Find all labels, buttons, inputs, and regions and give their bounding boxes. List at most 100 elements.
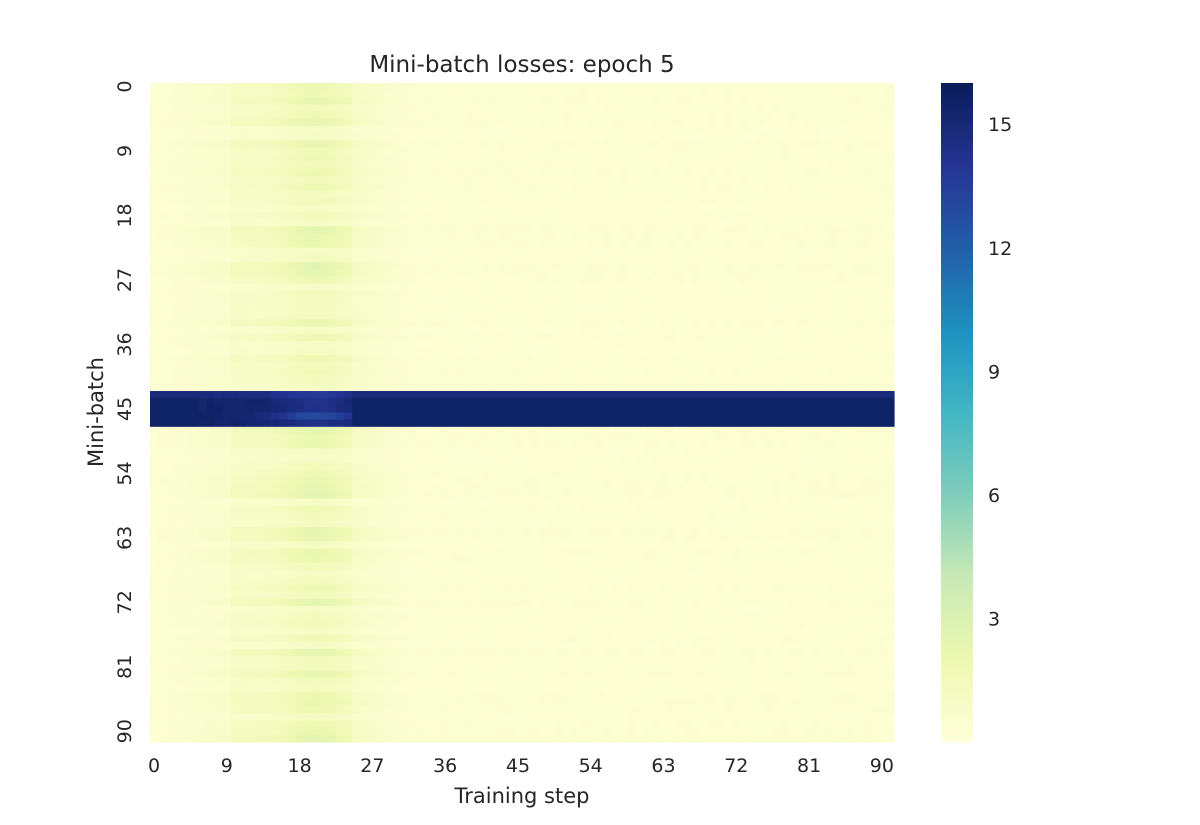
heatmap-cell [813,355,822,363]
heatmap-cell [861,183,871,192]
heatmap-cell [813,433,822,442]
heatmap-cell [481,97,491,106]
heatmap-cell [166,469,175,478]
heatmap-cell [416,147,426,156]
heatmap-cell [877,176,887,184]
heatmap-cell [586,161,596,170]
heatmap-cell [295,233,305,242]
heatmap-cell [845,190,855,199]
heatmap-cell [683,462,693,471]
heatmap-cell [586,111,596,120]
heatmap-cell [408,355,418,363]
heatmap-cell [772,276,782,285]
heatmap-cell [780,161,790,170]
heatmap-cell [174,204,183,213]
heatmap-cell [869,398,879,406]
heatmap-cell [433,161,442,170]
heatmap-cell [473,426,483,435]
heatmap-cell [473,219,483,227]
heatmap-cell [716,97,725,106]
heatmap-cell [619,211,628,220]
heatmap-cell [796,247,806,256]
heatmap-cell [675,154,685,163]
heatmap-cell [805,111,814,120]
heatmap-cell [643,197,652,206]
heatmap-cell [869,176,879,184]
heatmap-cell [522,219,531,227]
heatmap-cell [408,133,418,141]
heatmap-cell [635,104,644,113]
heatmap-cell [869,90,879,98]
heatmap-cell [416,391,426,399]
heatmap-cell [643,426,652,435]
heatmap-cell [845,118,855,127]
heatmap-cell [489,455,499,464]
heatmap-cell [198,97,208,106]
heatmap-cell [303,219,313,227]
heatmap-cell [344,398,353,406]
heatmap-cell [497,197,507,206]
heatmap-cell [829,97,838,106]
heatmap-cell [522,118,531,127]
heatmap-cell [546,462,555,471]
heatmap-cell [384,233,394,242]
heatmap-cell [578,426,588,435]
heatmap-cell [327,90,337,98]
heatmap-cell [699,283,709,292]
heatmap-cell [772,197,782,206]
heatmap-cell [635,405,644,414]
heatmap-cell [869,140,879,149]
heatmap-cell [837,97,847,106]
heatmap-cell [255,226,264,235]
heatmap-cell [465,348,475,356]
heatmap-cell [336,226,345,235]
heatmap-cell [667,118,677,127]
heatmap-cell [457,204,466,213]
heatmap-cell [586,355,596,363]
heatmap-cell [158,405,167,414]
heatmap-cell [602,269,612,277]
heatmap-cell [627,190,636,199]
heatmap-cell [473,140,483,149]
heatmap-cell [780,219,790,227]
heatmap-cell [724,197,733,206]
heatmap-cell [821,197,830,206]
heatmap-cell [716,197,725,206]
heatmap-cell [724,398,733,406]
heatmap-cell [255,211,264,220]
heatmap-cell [489,211,499,220]
heatmap-cell [505,348,515,356]
heatmap-cell [788,333,798,342]
heatmap-cell [788,455,798,464]
heatmap-cell [788,197,798,206]
heatmap-cell [182,333,192,342]
heatmap-cell [481,426,491,435]
heatmap-cell [319,340,329,349]
heatmap-cell [271,419,280,428]
heatmap-cell [699,254,709,263]
heatmap-cell [497,333,507,342]
heatmap-cell [295,276,305,285]
heatmap-cell [465,190,475,199]
heatmap-cell [190,441,200,449]
heatmap-cell [400,247,410,256]
heatmap-cell [651,190,661,199]
heatmap-cell [497,90,507,98]
heatmap-cell [182,312,192,320]
heatmap-cell [150,204,159,213]
heatmap-cell [327,312,337,320]
heatmap-cell [845,362,855,371]
heatmap-cell [853,283,863,292]
heatmap-cell [384,219,394,227]
heatmap-cell [805,419,814,428]
heatmap-cell [433,419,442,428]
heatmap-cell [764,183,774,192]
heatmap-cell [255,340,264,349]
heatmap-cell [513,333,523,342]
heatmap-cell [416,290,426,299]
heatmap-cell [594,154,604,163]
heatmap-cell [238,90,248,98]
heatmap-cell [829,376,838,385]
heatmap-cell [360,219,369,227]
heatmap-cell [303,412,313,421]
